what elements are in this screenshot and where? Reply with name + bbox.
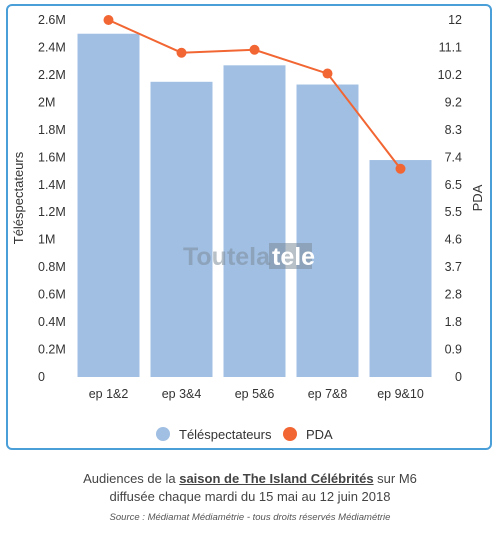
y-right-tick-label: 3.7 xyxy=(445,260,462,274)
caption-text-post: sur M6 xyxy=(373,471,417,486)
y-right-tick-label: 0.9 xyxy=(445,343,462,357)
legend-label-telespectateurs: Téléspectateurs xyxy=(179,427,272,442)
y-right-tick-label: 11.1 xyxy=(439,40,462,54)
y-left-tick-label: 1.2M xyxy=(38,205,66,219)
y-left-tick-label: 0.4M xyxy=(38,315,66,329)
y-right-tick-label: 7.4 xyxy=(445,150,462,164)
bar-3 xyxy=(223,65,286,378)
legend-marker-telespectateurs xyxy=(156,427,170,441)
x-tick-label: ep 7&8 xyxy=(308,387,348,401)
y-left-tick-label: 2.4M xyxy=(38,40,66,54)
caption-text-pre: Audiences de la xyxy=(83,471,180,486)
pda-point-3 xyxy=(249,44,260,55)
y-right-tick-label: 0 xyxy=(455,370,462,384)
y-right-tick-label: 12 xyxy=(448,13,462,27)
legend: Téléspectateurs PDA xyxy=(156,427,333,442)
legend-marker-pda xyxy=(283,427,297,441)
pda-point-4 xyxy=(322,68,333,79)
bar-5 xyxy=(369,160,432,377)
y-left-tick-label: 0.6M xyxy=(38,288,66,302)
caption-source: Source : Médiamat Médiamétrie - tous dro… xyxy=(109,512,391,523)
caption-line-1: Audiences de la saison de The Island Cél… xyxy=(0,470,500,488)
watermark-box xyxy=(269,243,312,269)
y-right-tick-label: 9.2 xyxy=(445,95,462,109)
y-right-tick-label: 8.3 xyxy=(445,123,462,137)
y-left-tick-label: 0.2M xyxy=(38,343,66,357)
legend-label-pda: PDA xyxy=(306,427,333,442)
pda-point-2 xyxy=(176,47,187,58)
x-tick-label: ep 9&10 xyxy=(377,387,424,401)
y-left-tick-label: 2M xyxy=(38,95,55,109)
y-right-tick-label: 2.8 xyxy=(445,288,462,302)
watermark-text-toutela: Toutela xyxy=(183,243,271,271)
y-left-tick-label: 1.4M xyxy=(38,178,66,192)
x-tick-label: ep 5&6 xyxy=(235,387,275,401)
y-right-tick-label: 10.2 xyxy=(438,68,462,82)
y-left-axis-title: Téléspectateurs xyxy=(11,151,26,244)
y-left-tick-label: 1.8M xyxy=(38,123,66,137)
y-left-tick-label: 0.8M xyxy=(38,260,66,274)
chart-svg: Toutela tele 2.6M 2.4M 2.2M 2M 1.8M 1.6M 1.4M 1… xyxy=(11,13,485,442)
pda-point-5 xyxy=(395,163,406,174)
pda-point-1 xyxy=(103,15,114,25)
caption-link-saison[interactable]: saison de The Island Célébrités xyxy=(179,471,374,486)
y-right-tick-label: 6.5 xyxy=(445,178,462,192)
caption: Audiences de la saison de The Island Cél… xyxy=(0,470,500,523)
bar-4 xyxy=(296,84,359,378)
y-left-tick-label: 1M xyxy=(38,233,55,247)
y-left-tick-label: 2.2M xyxy=(38,68,66,82)
watermark: Toutela tele xyxy=(183,243,315,271)
y-left-tick-label: 0 xyxy=(38,370,45,384)
y-right-tick-label: 4.6 xyxy=(445,233,462,247)
y-left-tick-label: 2.6M xyxy=(38,13,66,27)
caption-line-2: diffusée chaque mardi du 15 mai au 12 ju… xyxy=(109,489,391,504)
y-left-tick-label: 1.6M xyxy=(38,150,66,164)
y-right-tick-label: 5.5 xyxy=(445,205,462,219)
watermark-text-tele: tele xyxy=(272,243,315,271)
x-tick-label: ep 3&4 xyxy=(162,387,202,401)
y-right-axis-title: PDA xyxy=(470,184,485,211)
x-tick-label: ep 1&2 xyxy=(89,387,129,401)
y-right-tick-label: 1.8 xyxy=(445,315,462,329)
bar-2 xyxy=(150,81,213,378)
bar-1 xyxy=(77,33,140,377)
